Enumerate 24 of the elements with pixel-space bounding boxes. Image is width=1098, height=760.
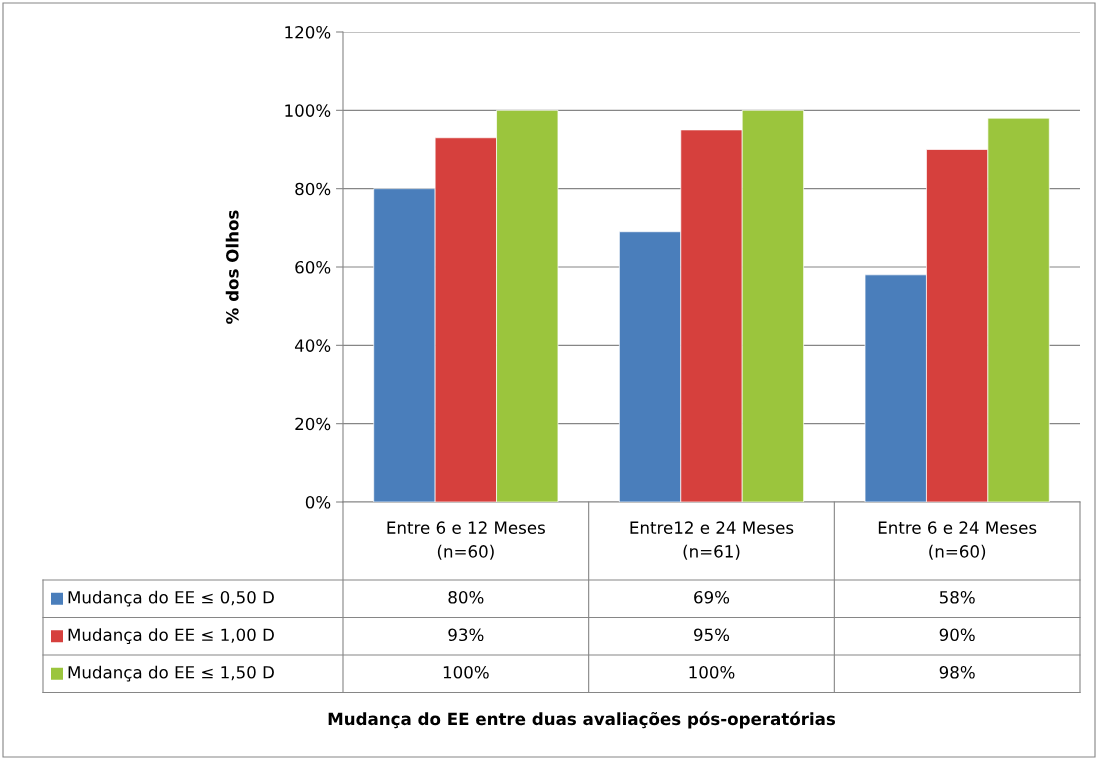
y-tick-label: 60% (295, 260, 331, 274)
text: 90% (939, 628, 975, 642)
legend-label: Mudança do EE ≤ 1,00 D (68, 628, 274, 645)
x-tick-label: Entre 6 e 24 Meses (n=60) (878, 521, 1037, 560)
text: 98% (939, 665, 975, 679)
y-tick-label: 120% (285, 25, 331, 39)
text: 100% (443, 665, 489, 679)
x-tick-label: Entre12 e 24 Meses (n=61) (630, 521, 794, 560)
y-tick-label: 100% (285, 104, 331, 117)
text: 69% (694, 590, 730, 604)
x-tick-label: Entre 6 e 12 Meses (n=60) (387, 521, 545, 560)
text: 95% (694, 628, 730, 642)
legend-label: Mudança do EE ≤ 0,50 D (68, 590, 274, 607)
text: 100% (689, 665, 735, 679)
legend-label: Mudança do EE ≤ 1,50 D (68, 665, 274, 682)
text: 80% (448, 590, 484, 604)
text: 58% (939, 590, 975, 604)
y-axis-title: % dos Olhos (225, 210, 239, 324)
text: 93% (448, 628, 484, 642)
text: Mudança do EE entre duas avaliações pós-operatórias (328, 711, 836, 729)
y-tick-label: 20% (295, 417, 331, 431)
y-tick-label: 0% (305, 495, 331, 509)
y-tick-label: 40% (294, 339, 331, 352)
y-tick-label: 80% (295, 182, 331, 196)
